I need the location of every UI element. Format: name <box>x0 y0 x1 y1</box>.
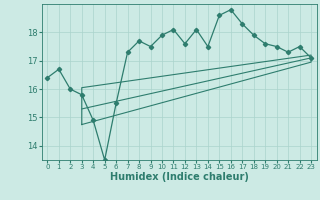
X-axis label: Humidex (Indice chaleur): Humidex (Indice chaleur) <box>110 172 249 182</box>
